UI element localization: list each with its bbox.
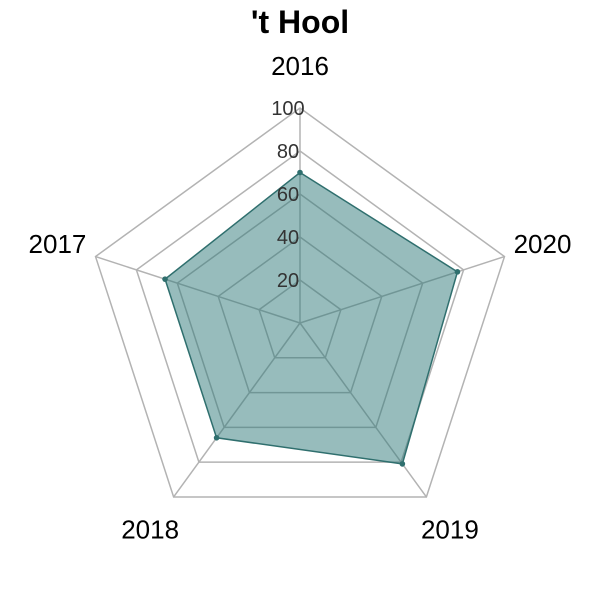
tick-label-60: 60 [277, 184, 299, 206]
tick-label-40: 40 [277, 227, 299, 249]
radar-points [162, 169, 461, 467]
radar-tick-labels: 20 40 60 80 100 [271, 98, 304, 292]
axis-label-2019: 2019 [421, 514, 479, 544]
data-point-2020 [454, 269, 461, 275]
axis-label-2016: 2016 [271, 51, 329, 81]
tick-label-80: 80 [277, 141, 299, 163]
chart-title: 't Hool [250, 4, 350, 40]
grid-ring-100 [94, 107, 506, 498]
radar-axis-labels: 2016 2020 2019 2018 2017 [29, 51, 572, 544]
tick-label-100: 100 [271, 98, 304, 120]
axis-label-2018: 2018 [121, 514, 179, 544]
grid-ring-80 [135, 150, 465, 463]
data-point-2018 [213, 434, 220, 441]
data-point-2019 [399, 461, 406, 467]
axis-label-2017: 2017 [29, 229, 87, 259]
data-point-2016 [297, 169, 303, 176]
tick-label-20: 20 [277, 270, 299, 292]
radar-series [164, 171, 459, 465]
axis-label-2020: 2020 [514, 229, 572, 259]
series-area [164, 171, 459, 465]
data-point-2017 [162, 276, 168, 282]
